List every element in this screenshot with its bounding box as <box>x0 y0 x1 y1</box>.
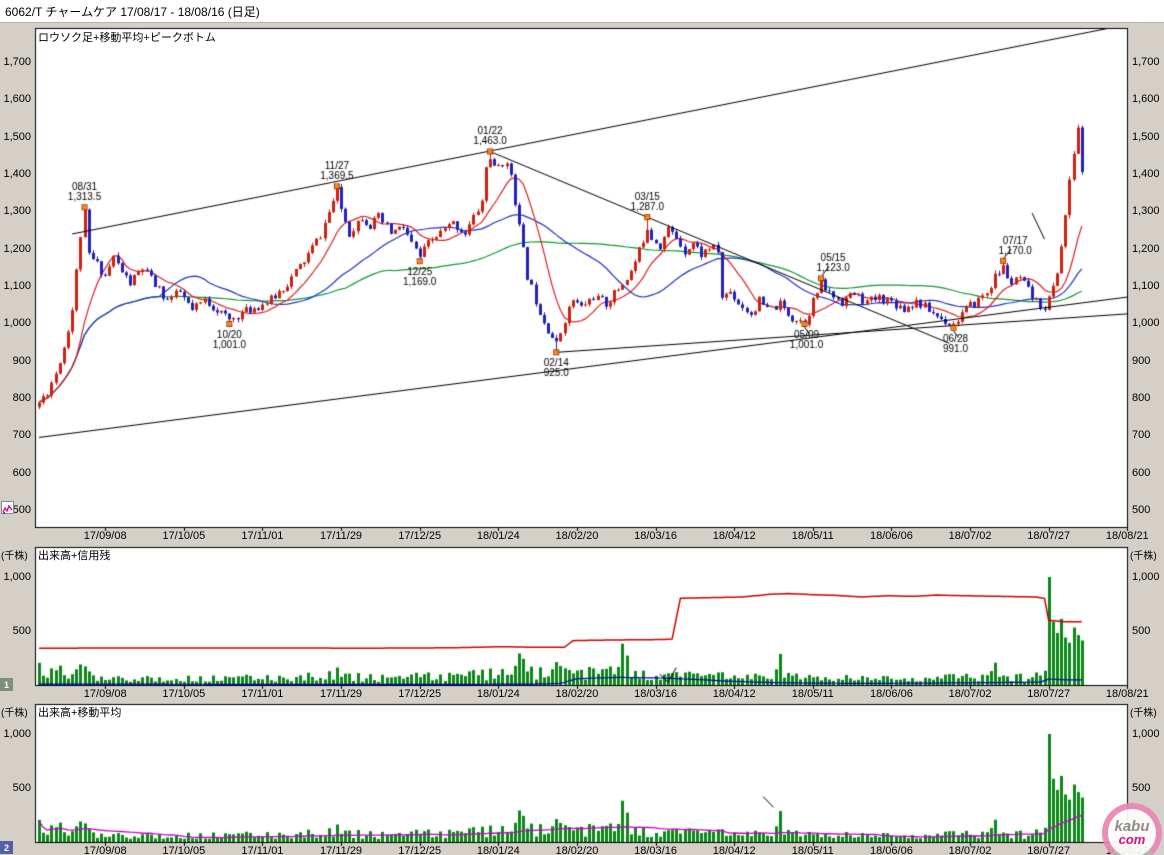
price-axis-label-right: 1,000 <box>1132 317 1160 330</box>
price-axis-label-right: 500 <box>1132 504 1151 516</box>
volume-margin-axis-label-right: 500 <box>1132 625 1151 637</box>
price-panel-tool-label: ロウソク足+移動平均+ピークボトム <box>38 32 216 44</box>
x-axis-label: 17/10/05 <box>162 845 206 855</box>
x-axis-label: 17/09/08 <box>83 845 127 855</box>
price-axis-label-right: 700 <box>1132 429 1151 442</box>
volume-margin-axis-label-right: 1,000 <box>1132 571 1160 583</box>
x-axis-label: 18/05/11 <box>791 530 834 542</box>
x-axis-label: 17/12/25 <box>398 530 442 542</box>
x-axis-label: 18/05/11 <box>791 688 834 700</box>
x-axis-label: 17/09/08 <box>83 530 127 542</box>
volume-ma-axis-label-right: 1,000 <box>1132 728 1160 740</box>
volume-unit-label: (千株) <box>1 708 28 719</box>
price-axis-label-left: 900 <box>12 354 31 367</box>
x-axis-label: 18/04/12 <box>712 688 756 700</box>
panel-2-badge[interactable]: 2 <box>0 841 13 854</box>
x-axis-label: 18/01/24 <box>476 530 520 542</box>
x-axis-label: 17/11/01 <box>241 530 284 542</box>
x-axis-label: 18/01/24 <box>476 845 520 855</box>
x-axis-label: 17/10/05 <box>162 530 206 542</box>
price-axis-label-left: 1,200 <box>3 242 31 255</box>
x-axis-label: 18/07/27 <box>1027 530 1071 542</box>
x-axis-label: 18/05/11 <box>791 845 834 855</box>
price-axis-label-left: 1,500 <box>3 130 31 143</box>
x-axis-label: 17/12/25 <box>398 845 442 855</box>
x-axis-label: 18/06/06 <box>870 530 913 542</box>
x-axis-label: 18/07/27 <box>1027 688 1071 700</box>
mini-chart-icon <box>2 504 13 514</box>
price-axis-label-left: 800 <box>12 392 31 404</box>
volume-ma-panel-label: 出来高+移動平均 <box>38 707 122 719</box>
price-axis-label-right: 1,400 <box>1132 168 1160 180</box>
volume-margin-axis-label-left: 500 <box>12 625 31 637</box>
price-axis-label-left: 500 <box>12 504 31 516</box>
volume-ma-axis-label-right: 500 <box>1132 782 1151 794</box>
volume-unit-label: (千株) <box>1130 708 1157 719</box>
x-axis-label: 18/07/02 <box>948 845 992 855</box>
x-axis-label: 18/03/16 <box>634 530 677 542</box>
x-axis-label: 18/02/20 <box>555 845 599 855</box>
x-axis-label: 18/01/24 <box>476 688 520 700</box>
x-axis-label: 17/11/01 <box>241 688 284 700</box>
price-axis-label-left: 1,400 <box>3 168 31 180</box>
kabu-com-logo: kabu com <box>1102 803 1162 855</box>
x-axis-label: 18/02/20 <box>555 688 599 700</box>
x-axis-label: 18/04/12 <box>712 845 756 855</box>
volume-margin-axis-label-left: 1,000 <box>3 571 31 583</box>
price-axis-label-right: 1,200 <box>1132 242 1160 255</box>
x-axis-label: 18/03/16 <box>634 688 677 700</box>
price-axis-label-right: 900 <box>1132 354 1151 367</box>
price-axis-label-right: 600 <box>1132 466 1151 479</box>
volume-unit-label: (千株) <box>1 551 28 562</box>
panel-1-badge[interactable]: 1 <box>0 678 13 691</box>
peak-bottom-tool-icon[interactable] <box>1 501 14 514</box>
x-axis-label: 18/04/12 <box>712 530 756 542</box>
price-axis-label-left: 600 <box>12 466 31 479</box>
volume-ma-axis-label-left: 500 <box>12 782 31 794</box>
x-axis-label: 18/06/06 <box>870 688 913 700</box>
price-axis-label-right: 1,700 <box>1132 56 1160 68</box>
price-axis-label-left: 700 <box>12 429 31 442</box>
price-axis-label-right: 1,500 <box>1132 130 1160 143</box>
price-axis-label-left: 1,600 <box>3 93 31 106</box>
x-axis-label: 18/07/02 <box>948 688 992 700</box>
price-axis-label-left: 1,100 <box>3 280 31 292</box>
x-axis-label: 18/07/02 <box>948 530 992 542</box>
price-axis-label-left: 1,000 <box>3 317 31 330</box>
x-axis-label: 18/02/20 <box>555 530 599 542</box>
price-axis-label-left: 1,700 <box>3 56 31 68</box>
price-axis-label-left: 1,300 <box>3 205 31 218</box>
price-axis-label-right: 1,600 <box>1132 93 1160 106</box>
x-axis-label: 18/08/21 <box>1105 530 1149 542</box>
price-axis-label-right: 1,100 <box>1132 280 1160 292</box>
x-axis-label: 17/11/01 <box>241 845 284 855</box>
x-axis-label: 18/06/06 <box>870 845 913 855</box>
x-axis-label: 17/09/08 <box>83 688 127 700</box>
price-axis-label-right: 1,300 <box>1132 205 1160 218</box>
x-axis-label: 17/11/29 <box>320 530 363 542</box>
volume-unit-label: (千株) <box>1130 551 1157 562</box>
logo-text-kabu: kabu <box>1114 818 1150 835</box>
logo-text-com: com <box>1118 832 1146 847</box>
volume-ma-axis-label-left: 1,000 <box>3 728 31 740</box>
x-axis-label: 18/07/27 <box>1027 845 1071 855</box>
price-axis-label-right: 800 <box>1132 392 1151 404</box>
x-axis-label: 17/11/29 <box>320 688 363 700</box>
volume-margin-panel-label: 出来高+信用残 <box>38 550 111 562</box>
chart-title: 6062/T チャームケア 17/08/17 - 18/08/16 (日足) <box>5 4 260 19</box>
x-axis-label: 17/10/05 <box>162 688 206 700</box>
x-axis-label: 17/11/29 <box>320 845 363 855</box>
x-axis-label: 18/08/21 <box>1105 688 1149 700</box>
title-bar: 6062/T チャームケア 17/08/17 - 18/08/16 (日足) <box>0 0 1164 23</box>
x-axis-label: 17/12/25 <box>398 688 442 700</box>
x-axis-label: 18/03/16 <box>634 845 677 855</box>
